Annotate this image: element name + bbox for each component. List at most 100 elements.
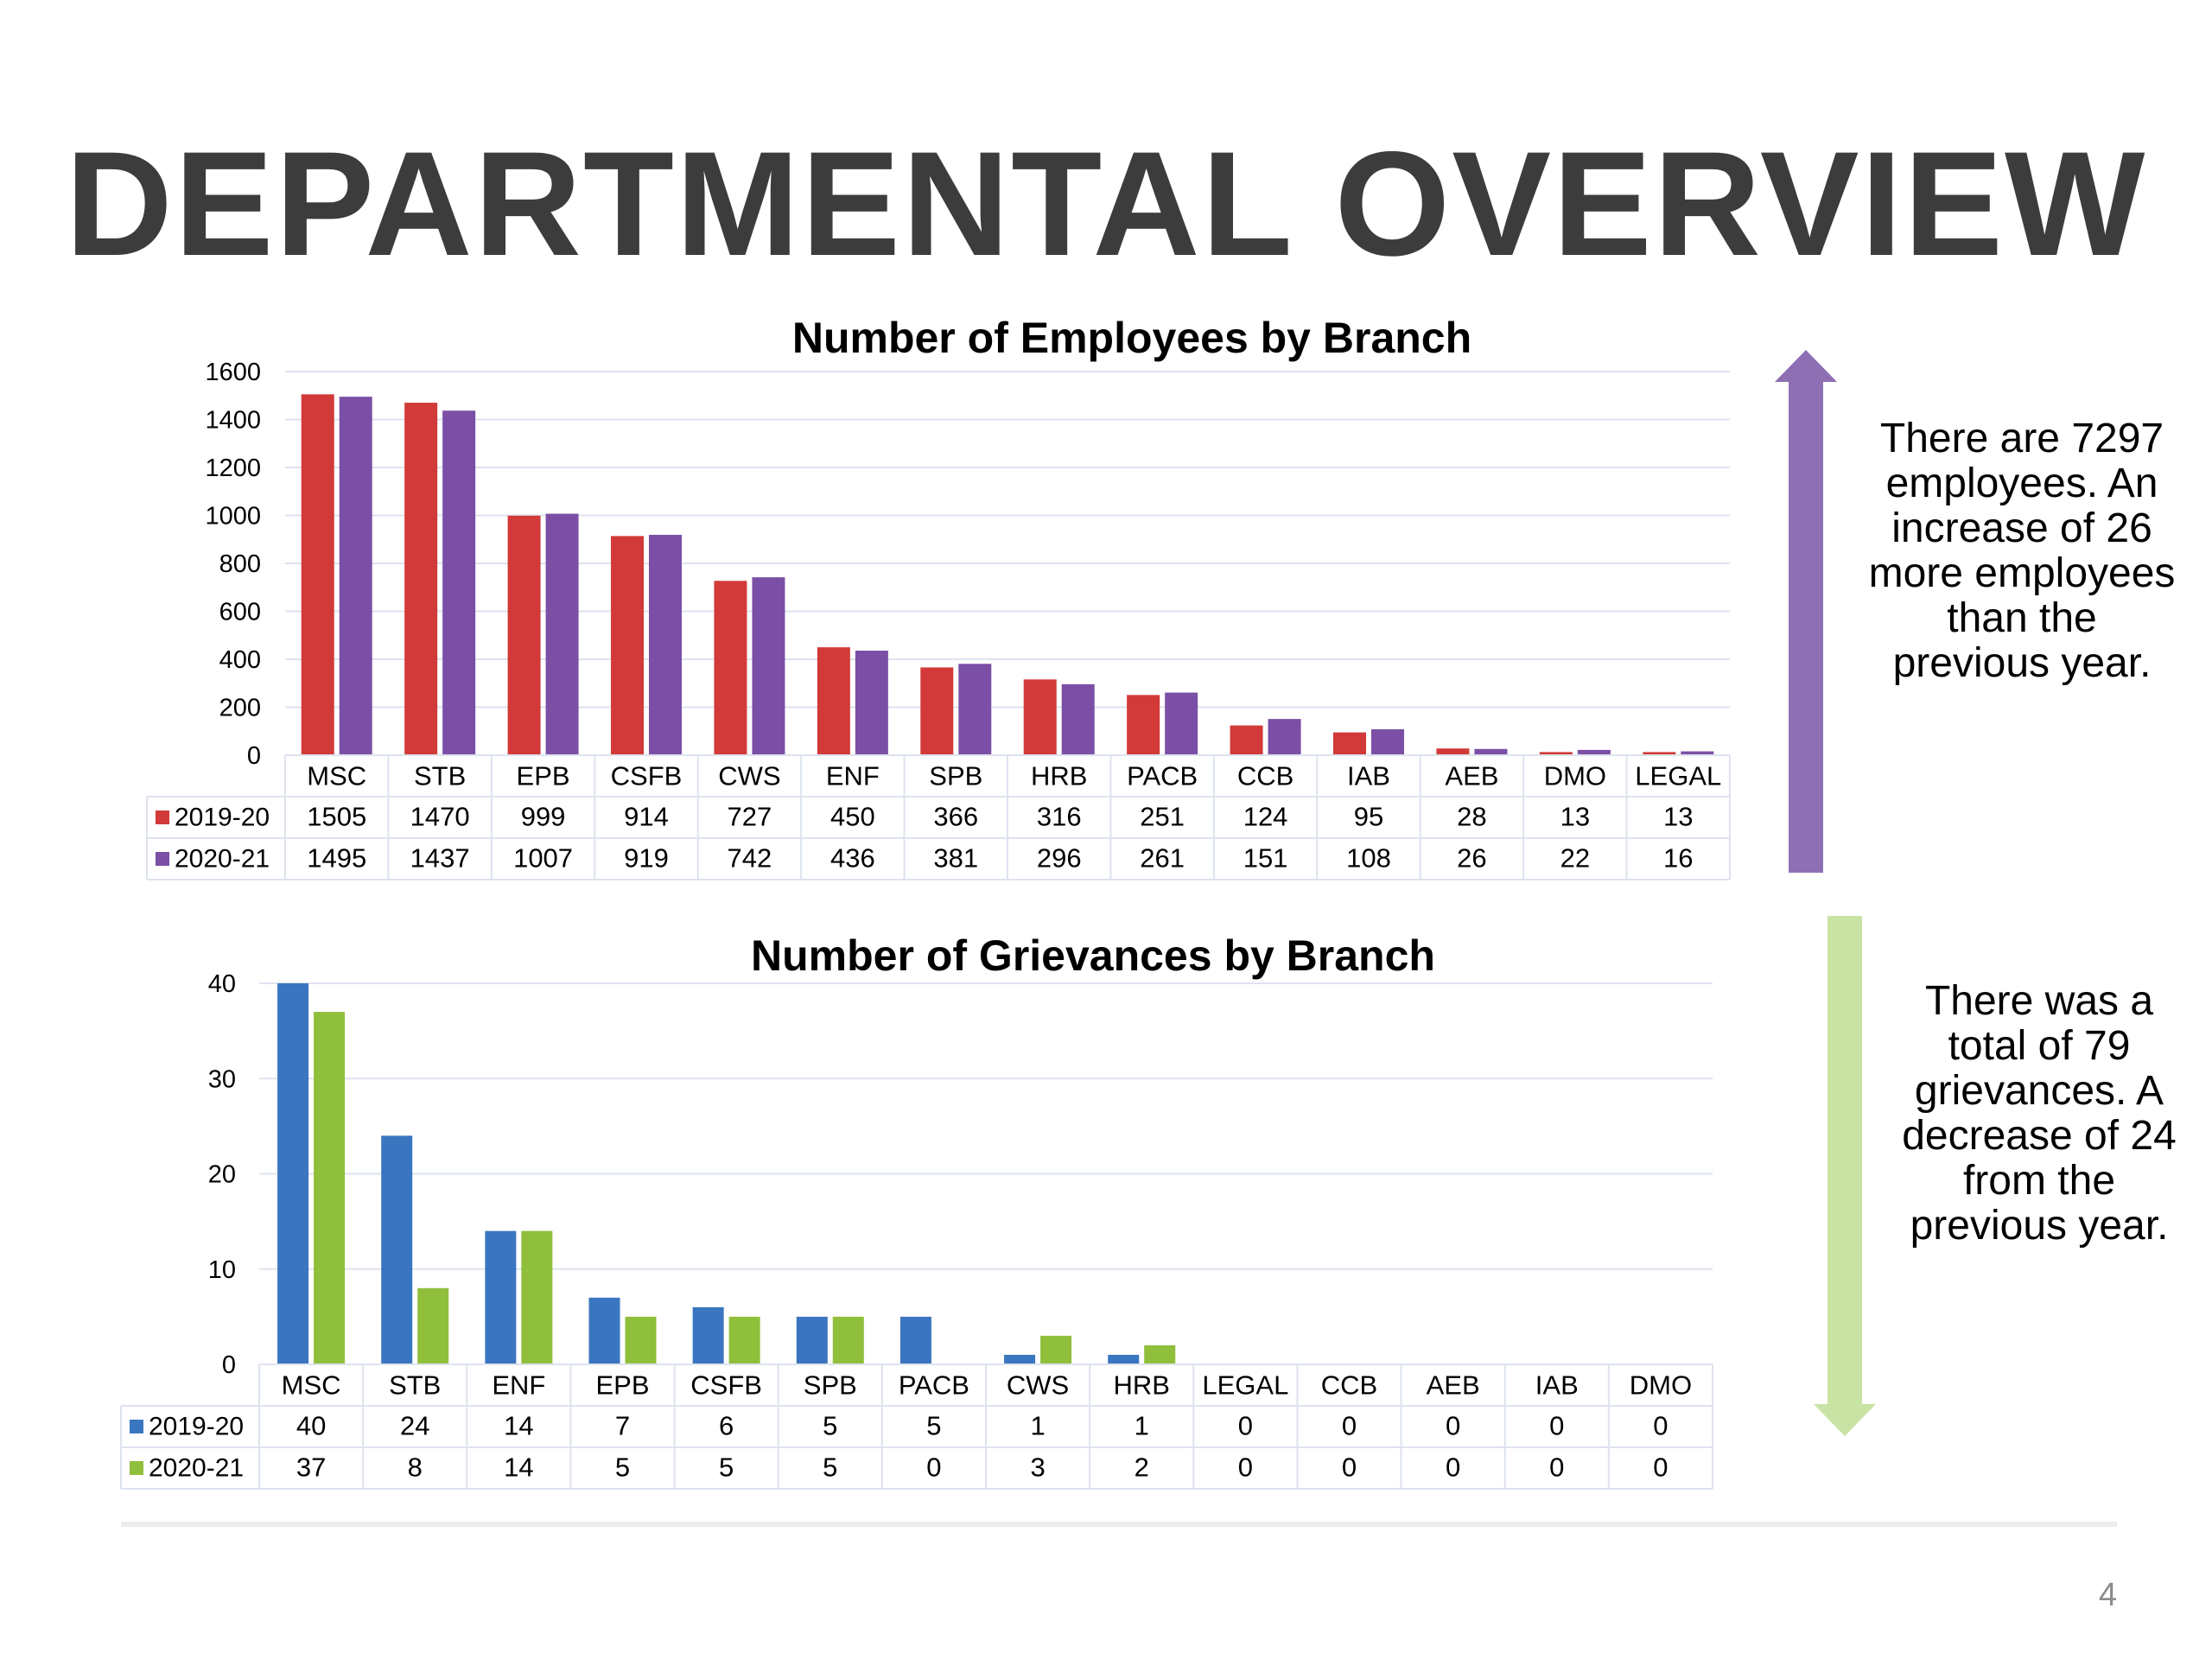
- page-number: 4: [2098, 1577, 2117, 1613]
- bar-2020-21-HRB: [1144, 1344, 1176, 1364]
- bar-2020-21-ENF: [521, 1230, 553, 1364]
- data-label: 0: [1446, 1452, 1460, 1483]
- legend-key-2020-21: [130, 1461, 143, 1475]
- data-label: 13: [1663, 802, 1693, 832]
- category-label: PACB: [1127, 761, 1198, 791]
- data-label: 8: [408, 1452, 423, 1483]
- bar-2019-20-HRB: [1108, 1354, 1140, 1364]
- bar-2019-20-DMO: [1539, 752, 1573, 755]
- data-label: 26: [1457, 843, 1486, 874]
- legend-label: 2020-21: [149, 1454, 244, 1483]
- data-label: 0: [926, 1452, 941, 1483]
- y-tick-label: 30: [208, 1065, 236, 1093]
- employees-chart: Number of Employees by Branch 0 200 400 600 8…: [146, 314, 1731, 880]
- chart-title: Number of Grievances by Branch: [751, 931, 1435, 980]
- y-tick-label: 0: [222, 1351, 236, 1379]
- bar-2020-21-CWS: [752, 577, 785, 755]
- data-label: 1495: [307, 843, 366, 874]
- legend-key-2020-21: [156, 852, 169, 866]
- data-label: 914: [624, 802, 669, 832]
- bar-2020-21-ENF: [855, 651, 888, 755]
- data-label: 5: [926, 1411, 941, 1441]
- y-tick-label: 20: [208, 1161, 236, 1189]
- footer-divider: [121, 1522, 2117, 1527]
- data-label: 7: [615, 1411, 630, 1441]
- data-label: 366: [933, 802, 978, 832]
- category-label: STB: [414, 761, 466, 791]
- grievances-chart: Number of Grievances by Branch010203040M…: [120, 931, 1713, 1490]
- bar-2020-21-CCB: [1268, 719, 1301, 755]
- bar-2020-21-CSFB: [649, 534, 682, 755]
- bar-2019-20-SPB: [796, 1316, 828, 1364]
- employees-note: There are 7297 employees. An increase of…: [1868, 416, 2176, 686]
- data-label: 1470: [410, 802, 470, 832]
- grievances-note: There was a total of 79 grievances. A de…: [1902, 978, 2177, 1249]
- category-label: SPB: [929, 761, 982, 791]
- grievances-arrow-shape: [1814, 916, 1876, 1436]
- bar-2019-20-PACB: [1127, 695, 1160, 755]
- data-label: 95: [1354, 802, 1383, 832]
- bar-2019-20-SPB: [920, 667, 954, 755]
- category-label: ENF: [492, 1370, 545, 1401]
- data-label: 24: [400, 1411, 429, 1441]
- bar-2020-21-IAB: [1371, 729, 1404, 755]
- data-label: 1: [1030, 1411, 1045, 1441]
- bar-2020-21-STB: [442, 410, 476, 755]
- data-label: 316: [1037, 802, 1082, 832]
- bar-2019-20-IAB: [1333, 732, 1366, 755]
- data-label: 14: [504, 1411, 533, 1441]
- data-label: 0: [1238, 1452, 1253, 1483]
- category-label: HRB: [1031, 761, 1087, 791]
- category-label: CWS: [1007, 1370, 1069, 1401]
- bar-2019-20-STB: [381, 1135, 413, 1364]
- y-tick-label: 40: [208, 970, 236, 998]
- bar-2020-21-DMO: [1577, 749, 1611, 755]
- bar-2019-20-ENF: [485, 1230, 517, 1364]
- y-tick-label: 0: [247, 742, 261, 770]
- bar-2019-20-PACB: [899, 1316, 931, 1364]
- data-label: 0: [1446, 1411, 1460, 1441]
- bar-2019-20-CSFB: [611, 536, 644, 755]
- data-label: 0: [1549, 1411, 1564, 1441]
- data-label: 13: [1560, 802, 1590, 832]
- category-label: EPB: [595, 1370, 649, 1401]
- y-tick-label: 1400: [205, 407, 261, 435]
- grievances-decrease-arrow: [1814, 916, 1876, 1436]
- category-label: AEB: [1445, 761, 1498, 791]
- bar-2019-20-LEGAL: [1643, 752, 1676, 755]
- bar-2020-21-PACB: [1165, 692, 1198, 755]
- bar-2019-20-CSFB: [692, 1306, 724, 1364]
- bar-2020-21-SPB: [832, 1316, 864, 1364]
- bar-2020-21-STB: [417, 1287, 449, 1364]
- category-label: MSC: [282, 1370, 341, 1401]
- data-label: 381: [933, 843, 978, 874]
- bar-2020-21-MSC: [339, 397, 372, 755]
- category-label: IAB: [1347, 761, 1390, 791]
- bar-2019-20-EPB: [507, 515, 541, 755]
- data-label: 0: [1653, 1452, 1668, 1483]
- data-label: 37: [296, 1452, 326, 1483]
- category-label: MSC: [307, 761, 366, 791]
- data-label: 1505: [307, 802, 366, 832]
- data-label: 3: [1030, 1452, 1045, 1483]
- data-label: 108: [1346, 843, 1391, 874]
- y-tick-label: 1200: [205, 454, 261, 482]
- data-label: 0: [1549, 1452, 1564, 1483]
- category-label: CCB: [1237, 761, 1294, 791]
- legend-label: 2019-20: [149, 1413, 244, 1441]
- category-label: DMO: [1630, 1370, 1692, 1401]
- data-label: 16: [1663, 843, 1693, 874]
- category-label: CWS: [718, 761, 780, 791]
- bar-2020-21-HRB: [1061, 683, 1095, 755]
- category-label: LEGAL: [1202, 1370, 1288, 1401]
- bar-2020-21-MSC: [314, 1012, 346, 1364]
- data-label: 251: [1140, 802, 1185, 832]
- data-label: 1437: [410, 843, 470, 874]
- data-label: 124: [1243, 802, 1288, 832]
- category-label: CCB: [1321, 1370, 1377, 1401]
- data-label: 742: [728, 843, 772, 874]
- y-tick-label: 1000: [205, 503, 261, 531]
- legend-key-2019-20: [156, 810, 169, 824]
- category-label: ENF: [826, 761, 880, 791]
- data-label: 5: [719, 1452, 734, 1483]
